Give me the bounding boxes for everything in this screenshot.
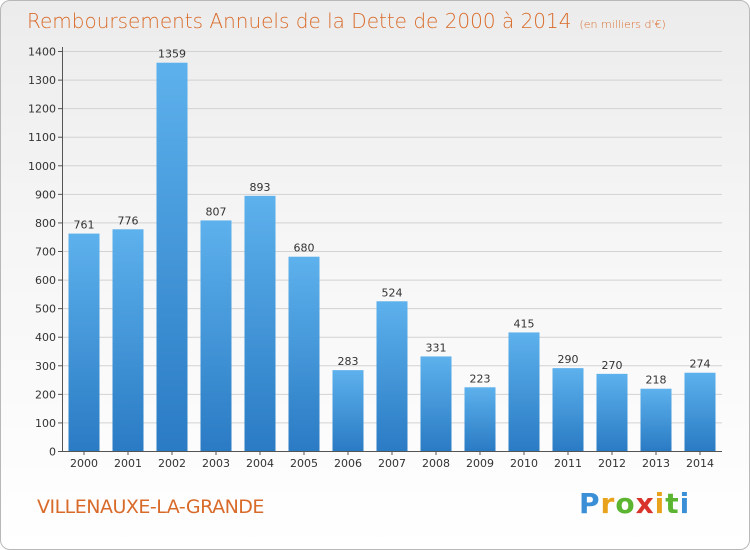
y-tick-label: 900 <box>35 188 56 201</box>
y-tick-label: 300 <box>35 360 56 373</box>
data-label: 807 <box>206 205 227 218</box>
x-tick-label: 2007 <box>378 457 406 470</box>
x-tick-label: 2002 <box>158 457 186 470</box>
x-tick-label: 2012 <box>598 457 626 470</box>
y-tick-label: 500 <box>35 303 56 316</box>
bar <box>684 372 716 451</box>
data-label: 415 <box>514 317 535 330</box>
x-tick-label: 2006 <box>334 457 362 470</box>
data-label: 331 <box>426 341 447 354</box>
x-tick-label: 2013 <box>642 457 670 470</box>
bar <box>508 332 540 451</box>
bar <box>552 368 584 451</box>
logo-letter: i <box>679 487 691 520</box>
data-label: 680 <box>294 242 315 255</box>
y-tick-label: 800 <box>35 217 56 230</box>
data-label: 776 <box>118 214 139 227</box>
data-label: 524 <box>382 286 403 299</box>
logo-letter: P <box>579 487 601 520</box>
y-tick-label: 1100 <box>28 131 56 144</box>
chart-title: Remboursements Annuels de la Dette de 20… <box>27 9 666 33</box>
bar <box>68 233 100 451</box>
logo-letter: r <box>600 487 616 520</box>
bar <box>420 356 452 451</box>
data-label: 223 <box>470 372 491 385</box>
logo-letter: i <box>654 487 666 520</box>
x-tick-label: 2014 <box>686 457 714 470</box>
y-tick-label: 700 <box>35 246 56 259</box>
logo-letter: o <box>615 487 636 520</box>
x-tick-label: 2009 <box>466 457 494 470</box>
x-tick-label: 2008 <box>422 457 450 470</box>
data-label: 1359 <box>158 48 186 61</box>
chart-subtitle: (en milliers d'€) <box>579 18 666 31</box>
y-tick-label: 600 <box>35 274 56 287</box>
proxiti-logo[interactable]: Proxiti <box>579 487 690 520</box>
y-tick-label: 200 <box>35 388 56 401</box>
data-label: 893 <box>250 181 271 194</box>
commune-name: VILLENAUXE-LA-GRANDE <box>37 496 264 518</box>
bar <box>596 373 628 451</box>
y-tick-label: 400 <box>35 331 56 344</box>
logo-letter: t <box>665 487 680 520</box>
y-tick-label: 1200 <box>28 103 56 116</box>
y-tick-label: 1400 <box>28 46 56 59</box>
bar <box>464 387 496 451</box>
x-tick-label: 2005 <box>290 457 318 470</box>
y-tick-label: 100 <box>35 417 56 430</box>
x-tick-label: 2003 <box>202 457 230 470</box>
data-label: 270 <box>602 359 623 372</box>
bar <box>640 388 672 451</box>
bar <box>332 370 364 451</box>
data-label: 761 <box>74 219 95 232</box>
bar <box>376 301 408 451</box>
bar <box>112 229 144 451</box>
logo-letter: x <box>635 487 655 520</box>
data-label: 274 <box>690 358 711 371</box>
x-tick-label: 2000 <box>70 457 98 470</box>
data-label: 290 <box>558 353 579 366</box>
data-label: 218 <box>646 374 667 387</box>
x-tick-label: 2004 <box>246 457 274 470</box>
x-tick-label: 2010 <box>510 457 538 470</box>
bar <box>244 195 276 451</box>
bar <box>156 62 188 451</box>
y-tick-label: 1000 <box>28 160 56 173</box>
x-tick-label: 2001 <box>114 457 142 470</box>
x-tick-label: 2011 <box>554 457 582 470</box>
chart-title-text: Remboursements Annuels de la Dette de 20… <box>27 9 572 33</box>
y-tick-label: 0 <box>49 446 56 459</box>
data-label: 283 <box>338 355 359 368</box>
y-tick-label: 1300 <box>28 74 56 87</box>
bar <box>200 220 232 451</box>
bar <box>288 256 320 451</box>
